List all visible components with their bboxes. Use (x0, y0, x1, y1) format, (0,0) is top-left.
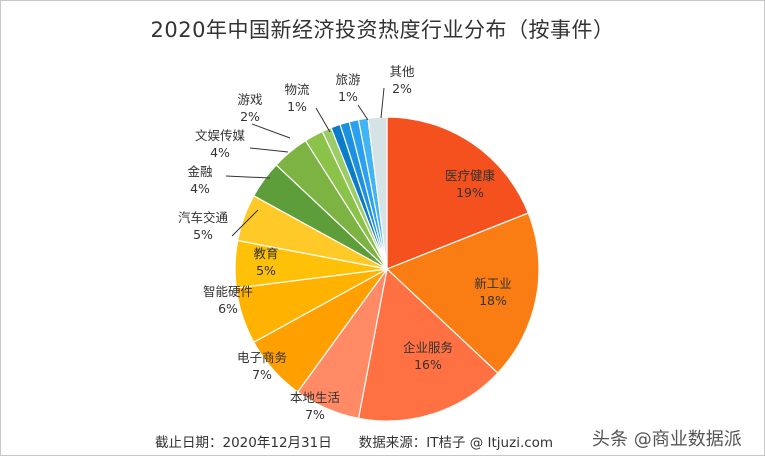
pie-slice (357, 267, 499, 422)
slice-percent: 2% (392, 81, 412, 96)
slice-label: 智能硬件 (203, 284, 253, 299)
slice-percent: 16% (414, 357, 442, 372)
chart-title: 2020年中国新经济投资热度行业分布（按事件） (150, 18, 615, 42)
slice-label: 文娱传媒 (195, 128, 246, 143)
slice-percent: 1% (338, 89, 358, 104)
slice-label: 电子商务 (237, 350, 287, 365)
leader-line (249, 147, 289, 153)
leader-line (225, 175, 271, 179)
slice-label: 汽车交通 (178, 210, 229, 225)
pie-slice (385, 212, 540, 374)
slice-label: 教育 (253, 246, 278, 261)
pie-slice (386, 116, 530, 270)
pie-slice (367, 116, 388, 270)
slice-label: 游戏 (237, 92, 262, 107)
slice-percent: 7% (305, 407, 325, 422)
leader-line (251, 123, 291, 139)
slice-percent: 5% (193, 227, 213, 242)
slice-label: 新工业 (474, 276, 512, 291)
slice-label: 旅游 (335, 72, 361, 87)
slice-label: 本地生活 (290, 390, 340, 405)
footnote: 截止日期：2020年12月31日 数据来源：IT桔子 @ Itjuzi.com (155, 435, 554, 451)
slice-label: 医疗健康 (445, 168, 496, 183)
slice-percent: 4% (210, 145, 230, 160)
leader-line (231, 209, 259, 237)
leader-line (357, 104, 369, 121)
slice-percent: 18% (479, 293, 507, 308)
slice-label: 企业服务 (403, 340, 453, 355)
slice-percent: 6% (218, 301, 238, 316)
pie-slices (234, 116, 540, 422)
slice-label: 物流 (284, 82, 310, 97)
slice-percent: 1% (287, 99, 307, 114)
slice-percent: 7% (252, 367, 272, 382)
pie-labels: 医疗健康 19% 新工业 18% 企业服务 16% 本地生活 7% 电子商务 7% 智能硬件 6% 教育… (178, 64, 512, 422)
slice-percent: 2% (240, 109, 260, 124)
slice-label: 金融 (187, 164, 213, 179)
watermark: 头条 @商业数据派 (592, 429, 742, 450)
leader-line (315, 107, 331, 133)
slice-percent: 19% (456, 185, 484, 200)
slice-percent: 4% (190, 181, 210, 196)
slice-percent: 5% (256, 263, 276, 278)
leader-line (380, 87, 385, 119)
slice-label: 其他 (389, 64, 415, 79)
